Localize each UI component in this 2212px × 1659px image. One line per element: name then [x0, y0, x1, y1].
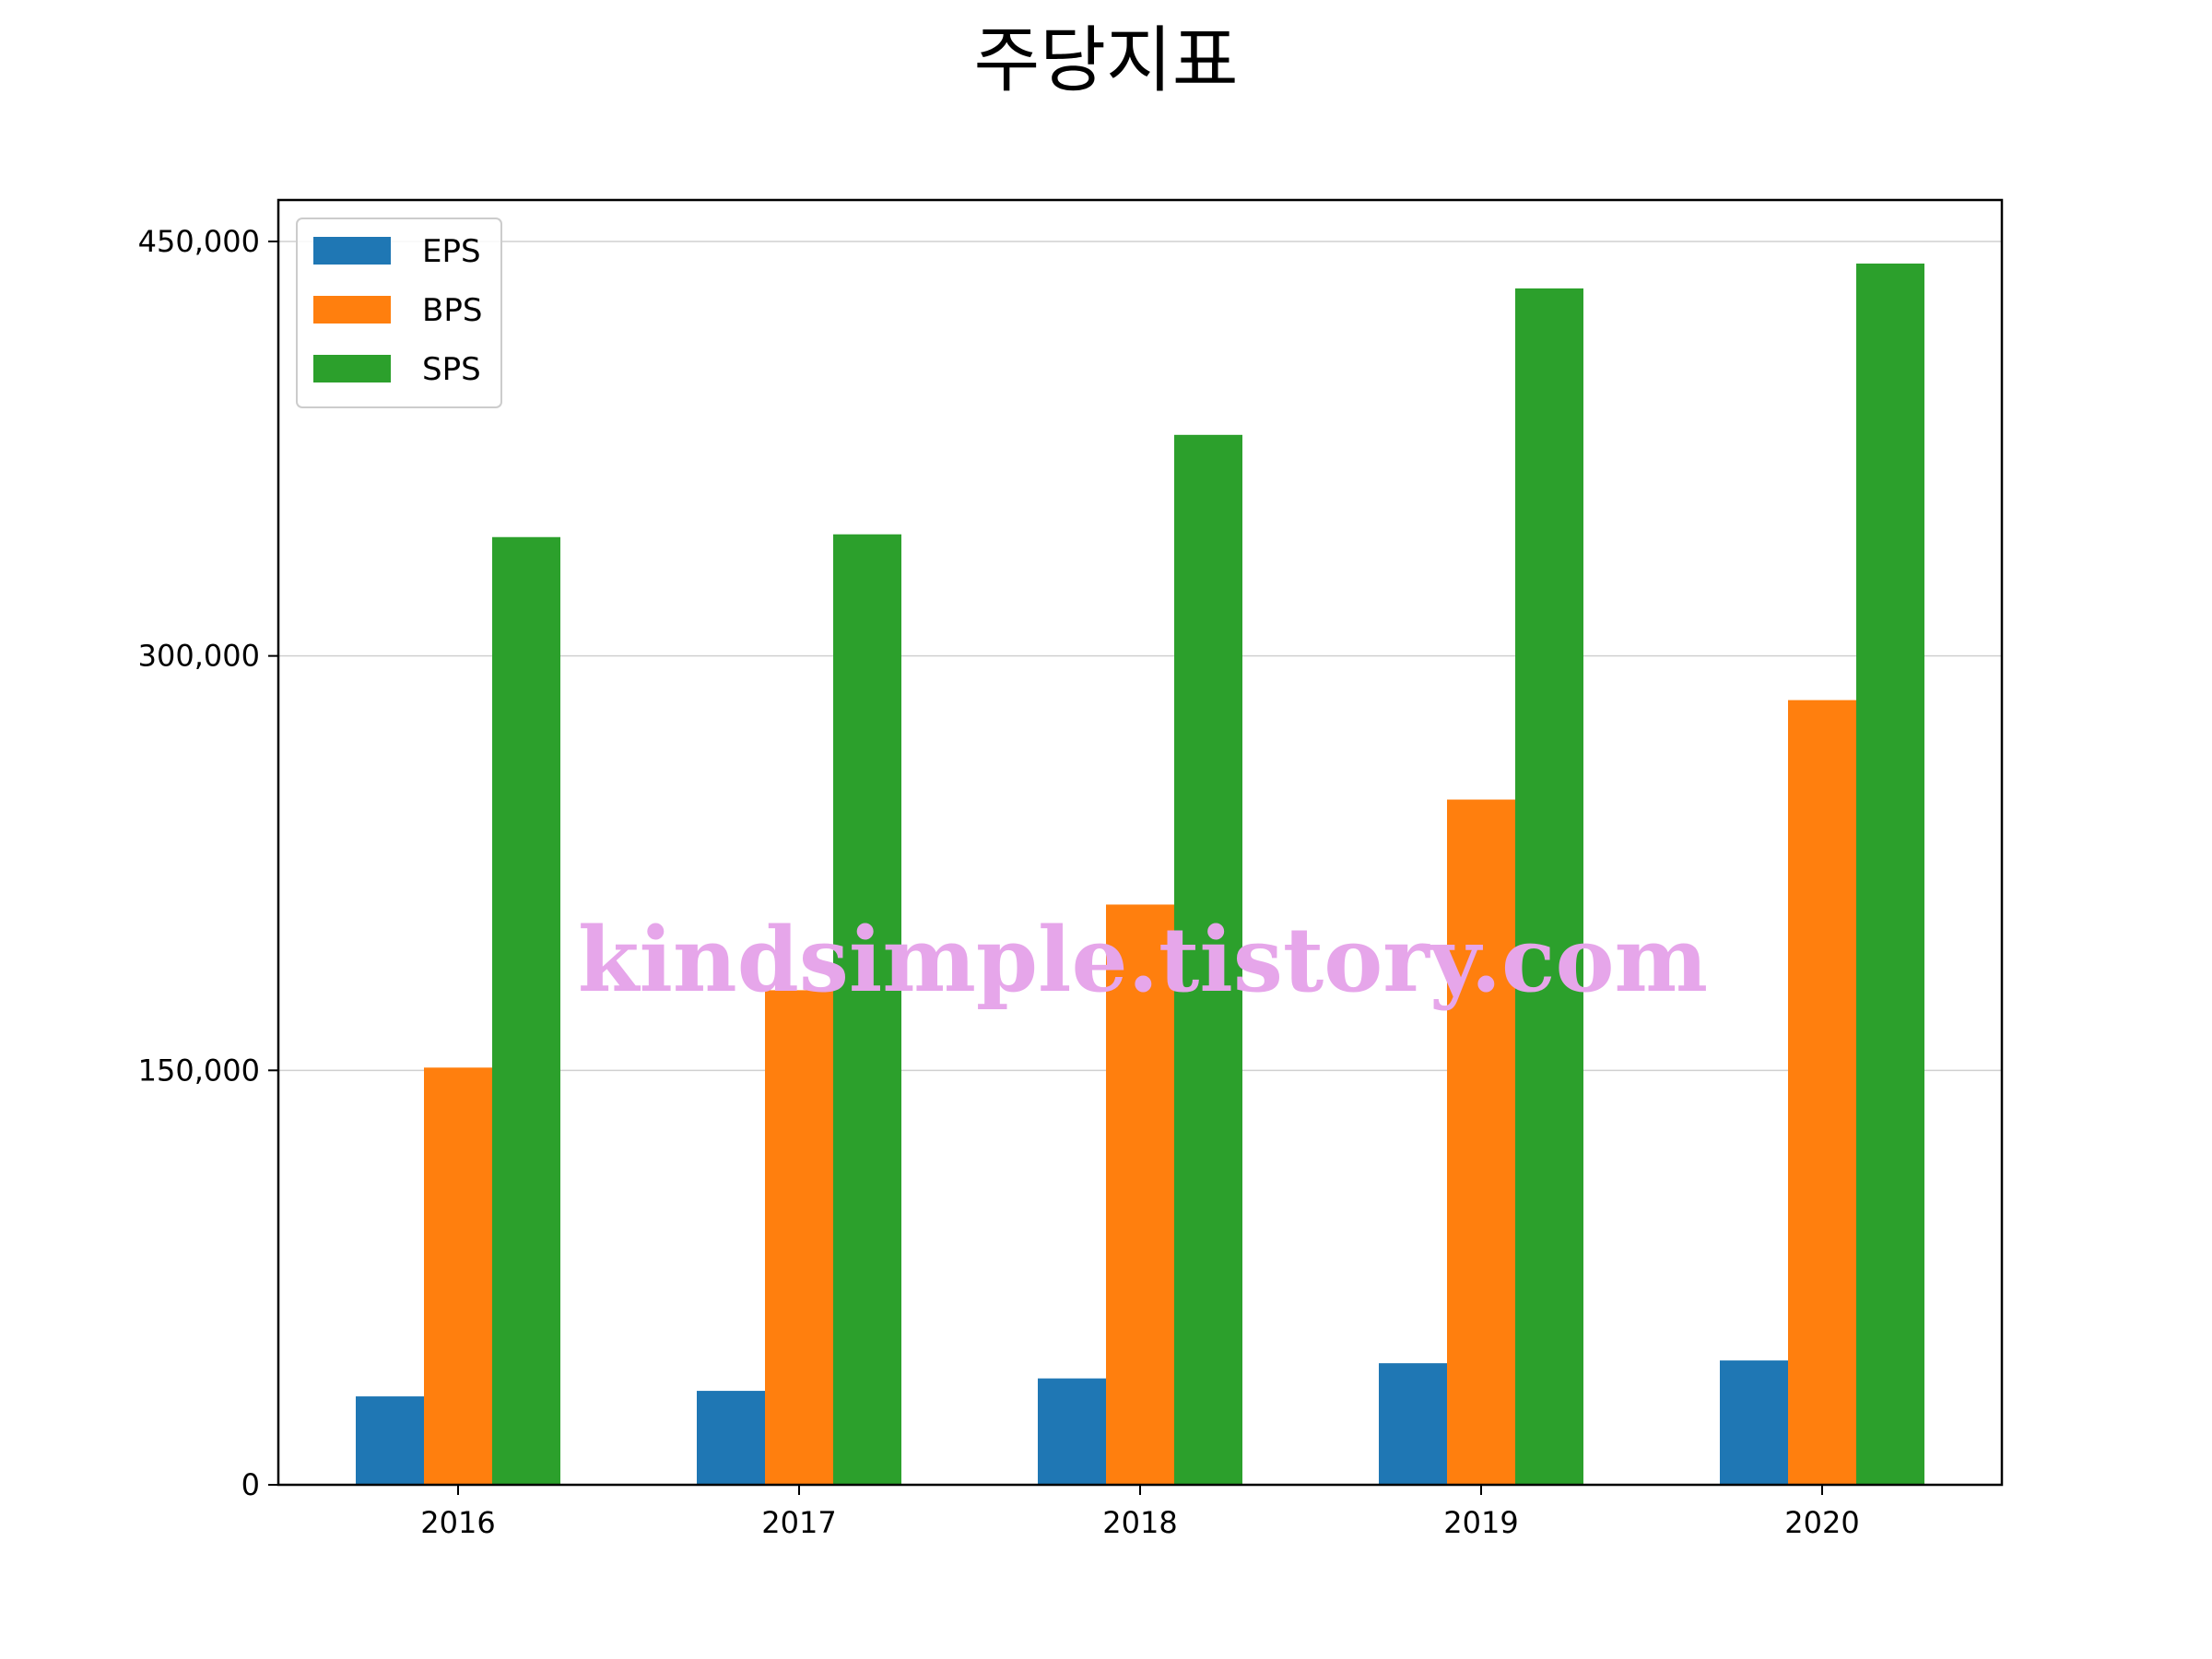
- legend: EPS BPS SPS: [296, 218, 502, 408]
- y-tick-label: 450,000: [138, 224, 260, 259]
- x-tick-label: 2016: [420, 1505, 495, 1540]
- bar-sps-2017: [833, 534, 901, 1486]
- y-tick-label: 0: [241, 1467, 260, 1502]
- bar-bps-2019: [1447, 799, 1515, 1485]
- bar-eps-2016: [356, 1396, 424, 1485]
- bar-eps-2019: [1379, 1363, 1447, 1485]
- y-axis: 0 150,000 300,000 450,000: [138, 224, 278, 1502]
- bar-bps-2017: [765, 990, 833, 1485]
- legend-label-bps: BPS: [422, 292, 482, 329]
- y-tick-label: 300,000: [138, 639, 260, 674]
- bar-sps-2016: [492, 536, 560, 1486]
- legend-swatch-eps: [313, 237, 391, 265]
- x-tick-label: 2017: [761, 1505, 836, 1540]
- bar-sps-2020: [1856, 263, 1924, 1485]
- x-tick-label: 2019: [1443, 1505, 1518, 1540]
- bar-bps-2018: [1106, 904, 1174, 1485]
- bar-bps-2016: [424, 1067, 492, 1485]
- bar-eps-2017: [697, 1391, 765, 1485]
- bar-bps-2020: [1788, 700, 1856, 1485]
- bar-eps-2020: [1720, 1360, 1788, 1485]
- legend-swatch-sps: [313, 355, 391, 382]
- watermark: kindsimple.tistory.com: [578, 908, 1708, 1012]
- legend-label-eps: EPS: [422, 233, 481, 270]
- bar-sps-2019: [1515, 288, 1583, 1486]
- x-tick-label: 2020: [1784, 1505, 1859, 1540]
- legend-label-sps: SPS: [422, 351, 481, 388]
- bar-sps-2018: [1174, 434, 1242, 1486]
- y-tick-label: 150,000: [138, 1053, 260, 1088]
- bar-eps-2018: [1038, 1378, 1106, 1485]
- bars: [356, 263, 1924, 1486]
- x-axis: 2016 2017 2018 2019 2020: [420, 1485, 1860, 1540]
- legend-swatch-bps: [313, 296, 391, 324]
- chart-title: 주당지표: [973, 19, 1238, 102]
- x-tick-label: 2018: [1102, 1505, 1177, 1540]
